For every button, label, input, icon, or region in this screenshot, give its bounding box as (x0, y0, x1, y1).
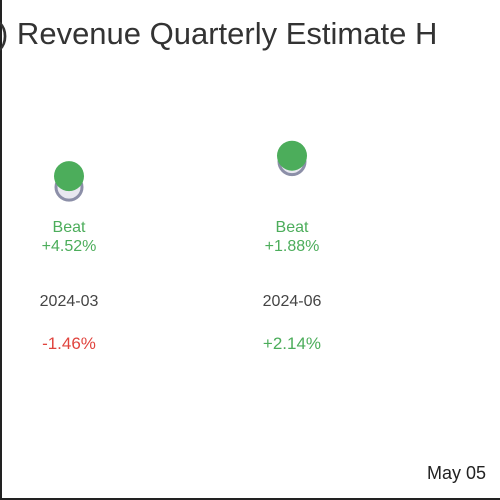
period-label: 2024-06 (263, 293, 322, 310)
quarter-labels-group: Beat +4.52% 2024-03 -1.46% Beat +1.88% 2024-06… (40, 219, 322, 353)
change-percent-label: -1.46% (42, 334, 96, 353)
chart-title: ) Revenue Quarterly Estimate H (0, 16, 438, 51)
left-border-line (0, 0, 2, 500)
beat-label: Beat (276, 219, 309, 236)
report-date: May 05 (427, 463, 487, 483)
beat-label: Beat (53, 219, 86, 236)
period-label: 2024-03 (40, 293, 99, 310)
estimate-markers-group (54, 147, 307, 202)
surprise-percent-label: +4.52% (42, 238, 97, 255)
actual-marker (277, 140, 307, 171)
actual-marker (54, 161, 84, 192)
change-percent-label: +2.14% (263, 334, 321, 353)
actual-markers-group (54, 140, 307, 192)
bottom-border-line (0, 498, 500, 500)
surprise-percent-label: +1.88% (265, 238, 320, 255)
